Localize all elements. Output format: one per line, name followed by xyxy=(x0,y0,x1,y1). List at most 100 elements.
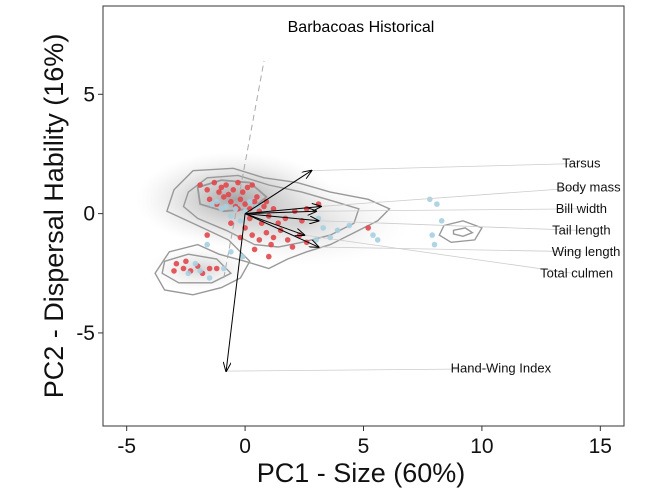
variable-label: Tail length xyxy=(552,222,611,237)
variable-label: Wing length xyxy=(552,244,621,259)
contour-line-4 xyxy=(438,220,483,244)
red-point xyxy=(211,179,218,186)
red-point xyxy=(183,258,189,265)
dashed-reference-line xyxy=(223,60,265,279)
blue-point xyxy=(185,270,192,277)
red-point xyxy=(223,182,229,188)
blue-point xyxy=(206,275,213,281)
red-point xyxy=(204,232,210,238)
red-point xyxy=(270,206,277,212)
loading-arrow xyxy=(244,171,311,215)
red-point xyxy=(303,206,310,212)
label-leader-line xyxy=(320,186,585,207)
red-point xyxy=(206,265,213,272)
loading-arrows xyxy=(226,171,321,371)
contour-line-3 xyxy=(161,253,233,284)
blue-point xyxy=(374,237,381,243)
red-point xyxy=(216,189,222,195)
loading-arrow xyxy=(245,211,316,213)
red-point xyxy=(249,182,255,188)
red-point xyxy=(256,237,263,243)
red-point xyxy=(266,253,272,260)
blue-point xyxy=(192,260,199,267)
blue-point xyxy=(370,232,376,238)
red-point xyxy=(228,198,234,205)
x-tick-label: 5 xyxy=(358,435,370,458)
variable-label: Total culmen xyxy=(540,265,613,280)
red-point xyxy=(171,268,177,274)
contour-line-0 xyxy=(154,167,391,296)
blue-point xyxy=(247,198,253,205)
blue-point xyxy=(228,249,234,255)
red-point xyxy=(239,189,246,195)
red-point xyxy=(180,265,187,272)
variable-label: Tarsus xyxy=(562,156,601,171)
blue-point xyxy=(429,232,436,238)
red-point xyxy=(289,244,296,250)
variable-labels: Tarsus Body mass Bill width Tail length Wing… xyxy=(451,156,621,376)
x-tick-label: 10 xyxy=(470,435,493,458)
blue-point xyxy=(204,241,210,248)
contour-line-5 xyxy=(452,227,474,238)
red-point xyxy=(244,184,251,191)
red-point xyxy=(206,196,213,203)
blue-point xyxy=(213,198,220,205)
red-point xyxy=(213,265,220,272)
x-tick-label: -5 xyxy=(117,435,136,458)
red-point xyxy=(197,182,203,188)
label-leader-line xyxy=(311,163,578,172)
red-point xyxy=(221,194,227,200)
x-tick-label: 15 xyxy=(589,435,612,458)
variable-label: Body mass xyxy=(556,179,621,194)
density-contours xyxy=(154,167,483,296)
blue-point xyxy=(346,222,353,229)
red-point xyxy=(365,225,372,231)
blue-point xyxy=(431,241,438,248)
loading-arrow xyxy=(245,213,318,221)
red-point xyxy=(235,179,241,186)
label-leader-line xyxy=(304,234,573,274)
blue-point xyxy=(320,225,327,231)
blue-point xyxy=(197,268,203,274)
red-point xyxy=(230,187,237,193)
label-leader-line xyxy=(316,208,578,212)
red-point xyxy=(251,246,258,253)
red-point xyxy=(292,208,298,214)
label-leader-line xyxy=(318,220,578,231)
red-point xyxy=(261,203,267,210)
red-point xyxy=(242,201,248,207)
variable-label: Hand-Wing Index xyxy=(451,361,552,376)
red-point xyxy=(254,194,260,200)
red-point xyxy=(251,198,258,205)
blue-point xyxy=(239,253,246,260)
points-layer xyxy=(171,179,445,281)
blue-point xyxy=(221,265,227,272)
red-point xyxy=(173,260,180,267)
red-point xyxy=(263,229,270,236)
chart-title: Barbacoas Historical xyxy=(288,19,435,36)
y-axis-title: PC2 - Dispersal Hability (16%) xyxy=(39,34,69,399)
label-leader-lines xyxy=(226,163,585,372)
red-point xyxy=(237,196,244,203)
blue-point xyxy=(438,218,445,224)
red-point xyxy=(204,187,210,193)
blue-point xyxy=(313,237,319,243)
blue-point xyxy=(237,218,244,224)
red-point xyxy=(282,215,289,222)
x-axis-title: PC1 - Size (60%) xyxy=(257,458,466,488)
loading-arrow xyxy=(244,213,318,247)
blue-point xyxy=(218,206,225,212)
red-point xyxy=(247,215,253,222)
y-tick-label: 0 xyxy=(83,203,95,226)
blue-point xyxy=(434,201,440,207)
label-leader-line xyxy=(318,246,583,253)
red-point xyxy=(268,241,274,248)
loading-arrow xyxy=(244,213,304,235)
loading-arrow xyxy=(226,213,246,372)
variable-label: Bill width xyxy=(556,201,607,216)
red-point xyxy=(225,191,232,198)
blue-point xyxy=(232,206,239,212)
contour-line-1 xyxy=(182,174,360,248)
y-tick-label: -5 xyxy=(76,322,95,345)
